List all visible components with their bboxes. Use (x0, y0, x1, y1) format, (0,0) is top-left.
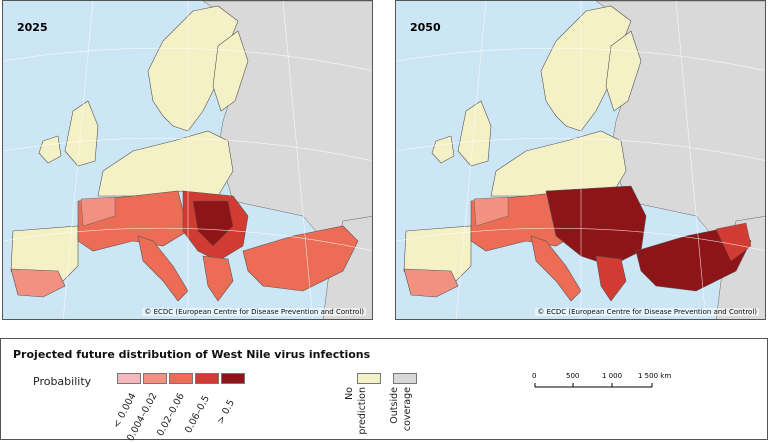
legend-outside-coverage-line1: Outside (389, 387, 400, 424)
legend-swatch-no-prediction (357, 373, 381, 384)
map-credit: © ECDC (European Centre for Disease Prev… (535, 308, 759, 316)
map-credit: © ECDC (European Centre for Disease Prev… (142, 308, 366, 316)
legend-swatch-lt-0004 (117, 373, 141, 384)
legend-swatch-gt-05 (221, 373, 245, 384)
legend-panel: Projected future distribution of West Ni… (0, 338, 768, 443)
map-year-label: 2050 (410, 21, 441, 34)
scale-tick-label: 0 (532, 372, 537, 380)
legend-class-label: 0.02–0.06 (155, 391, 187, 439)
legend-no-prediction-line2: prediction (357, 387, 368, 435)
legend-swatch-outside-coverage (393, 373, 417, 384)
map-year-label: 2025 (17, 21, 48, 34)
scale-tick-label: 1 000 (602, 372, 623, 380)
scale-bar: 0 500 1 000 1 500 km (532, 372, 694, 400)
scale-tick-label: 500 (566, 372, 580, 380)
scale-bar-line (534, 383, 653, 388)
legend-swatch-002-006 (169, 373, 193, 384)
legend-outside-coverage-line2: coverage (402, 387, 413, 432)
legend-swatch-0004-002 (143, 373, 167, 384)
map-2050-svg (396, 1, 765, 319)
legend-no-prediction-line1: No (344, 387, 355, 400)
probability-label: Probability (33, 375, 92, 388)
legend-class-label: > 0.5 (215, 397, 237, 427)
legend-title: Projected future distribution of West Ni… (13, 348, 371, 361)
map-2025: 2025 © ECDC (European Centre for Disease… (2, 0, 373, 320)
map-2050: 2050 © ECDC (European Centre for Disease… (395, 0, 766, 320)
scale-tick-label: 1 500 km (638, 372, 672, 380)
legend-swatch-006-05 (195, 373, 219, 384)
legend-class-label: 0.06–0.5 (183, 393, 212, 436)
map-2025-svg (3, 1, 372, 319)
